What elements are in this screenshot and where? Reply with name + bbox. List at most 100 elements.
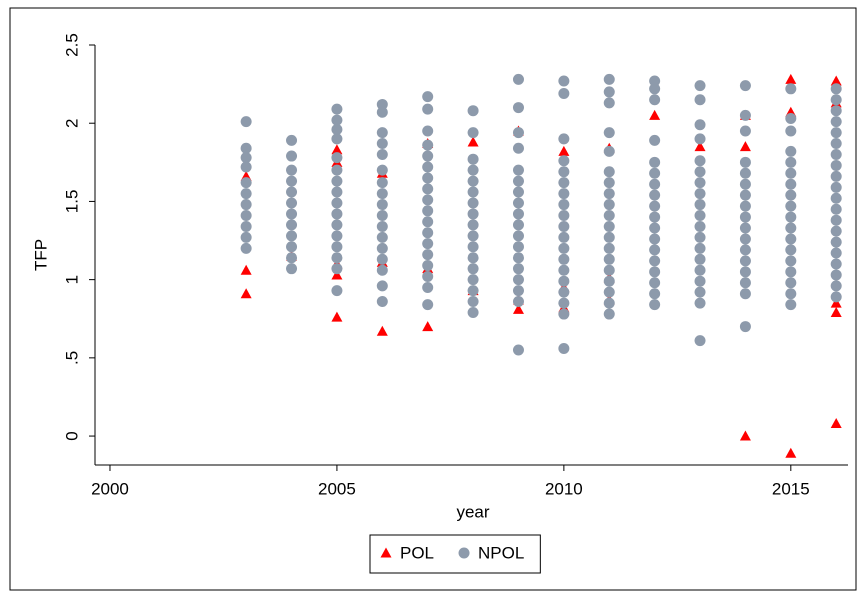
circle-marker [694, 297, 706, 309]
circle-marker [558, 133, 570, 145]
circle-marker [286, 252, 298, 264]
circle-marker [240, 199, 252, 211]
circle-marker [739, 255, 751, 267]
circle-marker [649, 134, 661, 146]
circle-marker [331, 103, 343, 115]
circle-marker [785, 200, 797, 212]
circle-marker [422, 260, 434, 272]
circle-marker [830, 170, 842, 182]
circle-marker [603, 210, 615, 222]
circle-marker [739, 189, 751, 201]
circle-marker [558, 297, 570, 309]
circle-marker [558, 253, 570, 265]
circle-marker [376, 98, 388, 110]
circle-marker [649, 288, 661, 300]
circle-marker [467, 127, 479, 139]
legend-label: NPOL [478, 543, 524, 562]
circle-marker [512, 208, 524, 220]
circle-marker [830, 280, 842, 292]
circle-marker [240, 161, 252, 173]
circle-marker [467, 208, 479, 220]
circle-marker [422, 91, 434, 103]
circle-marker [512, 274, 524, 286]
circle-marker [830, 247, 842, 259]
circle-marker [558, 166, 570, 178]
circle-marker [785, 233, 797, 245]
circle-marker [467, 241, 479, 253]
circle-marker [785, 113, 797, 125]
circle-marker [331, 230, 343, 242]
triangle-marker [830, 297, 842, 308]
circle-marker [286, 134, 298, 146]
circle-marker [603, 242, 615, 254]
circle-marker [649, 244, 661, 256]
circle-marker [649, 75, 661, 87]
circle-marker [558, 242, 570, 254]
x-tick-label: 2005 [318, 479, 356, 498]
circle-marker [558, 155, 570, 167]
circle-marker [785, 83, 797, 95]
triangle-marker [785, 73, 797, 84]
y-tick-label: 1 [62, 275, 81, 284]
triangle-marker [694, 141, 706, 152]
circle-marker [785, 145, 797, 157]
circle-marker [694, 335, 706, 347]
circle-marker [558, 177, 570, 189]
circle-marker [240, 231, 252, 243]
circle-marker [830, 105, 842, 117]
circle-marker [286, 241, 298, 253]
circle-marker [286, 164, 298, 176]
circle-marker [694, 264, 706, 276]
circle-marker [467, 186, 479, 198]
circle-marker [649, 233, 661, 245]
y-tick-label: 2.5 [62, 33, 81, 57]
circle-marker [739, 244, 751, 256]
circle-marker [694, 220, 706, 232]
circle-marker [331, 114, 343, 126]
circle-marker [467, 164, 479, 176]
circle-marker [376, 188, 388, 200]
circle-marker [558, 188, 570, 200]
circle-marker [785, 266, 797, 278]
x-tick-label: 2015 [772, 479, 810, 498]
x-tick-label: 2000 [91, 479, 129, 498]
circle-marker [603, 188, 615, 200]
circle-marker [830, 192, 842, 204]
circle-marker [331, 263, 343, 275]
circle-marker [422, 150, 434, 162]
circle-marker [512, 344, 524, 356]
circle-marker [422, 125, 434, 137]
circle-marker [694, 80, 706, 92]
circle-marker [558, 87, 570, 99]
circle-marker [331, 133, 343, 145]
circle-marker [739, 109, 751, 121]
circle-marker [830, 203, 842, 215]
circle-marker [739, 288, 751, 300]
circle-marker [240, 220, 252, 232]
circle-marker [694, 275, 706, 287]
circle-marker [830, 83, 842, 95]
circle-marker [422, 238, 434, 250]
circle-marker [467, 175, 479, 187]
circle-marker [331, 252, 343, 264]
circle-marker [376, 106, 388, 118]
circle-marker [512, 142, 524, 154]
circle-marker [558, 286, 570, 298]
circle-marker [830, 116, 842, 128]
circle-marker [739, 200, 751, 212]
circle-marker [286, 230, 298, 242]
circle-marker [331, 197, 343, 209]
circle-marker [830, 148, 842, 160]
circle-marker [603, 231, 615, 243]
circle-marker [603, 297, 615, 309]
circle-marker [422, 216, 434, 228]
x-tick-label: 2010 [545, 479, 583, 498]
circle-marker [467, 274, 479, 286]
circle-marker [512, 186, 524, 198]
circle-marker [467, 219, 479, 231]
circle-marker [376, 280, 388, 292]
circle-marker [830, 236, 842, 248]
circle-marker [694, 177, 706, 189]
circle-marker [558, 342, 570, 354]
